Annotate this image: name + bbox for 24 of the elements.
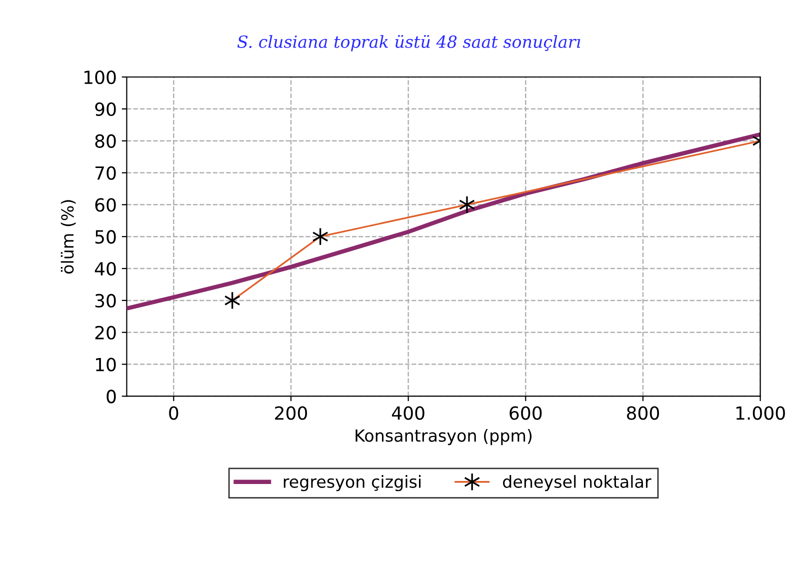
y-tick-label: 30 — [95, 294, 116, 308]
legend-label: deneysel noktalar — [502, 475, 652, 492]
x-tick-label: 600 — [510, 406, 542, 420]
y-tick-label: 60 — [95, 198, 116, 212]
y-tick-label: 50 — [95, 230, 116, 244]
y-tick-label: 40 — [94, 262, 116, 276]
y-tick-label: 0 — [106, 390, 116, 404]
chart-title: S. clusiana toprak üstü 48 saat sonuçları — [237, 35, 580, 52]
x-tick-label: 200 — [275, 406, 308, 420]
legend-label: regresyon çizgisi — [284, 475, 421, 492]
y-tick-label: 80 — [95, 134, 116, 148]
y-tick-label: 100 — [84, 70, 116, 84]
x-tick-label: 800 — [626, 406, 659, 420]
y-tick-label: 10 — [96, 358, 116, 372]
line-series — [126, 132, 760, 311]
point — [458, 196, 476, 214]
x-tick-label: 1.000 — [736, 406, 785, 420]
y-tick-label: 90 — [95, 102, 116, 116]
y-tick-label: 70 — [96, 166, 116, 180]
x-axis-title: Konsantrasyon (ppm) — [356, 428, 532, 446]
x-tick-label: 0 — [169, 406, 178, 420]
y-axis-title: ölüm (%) — [60, 200, 76, 274]
x-tick-label: 400 — [392, 406, 424, 420]
y-tick-label: 20 — [95, 326, 116, 340]
